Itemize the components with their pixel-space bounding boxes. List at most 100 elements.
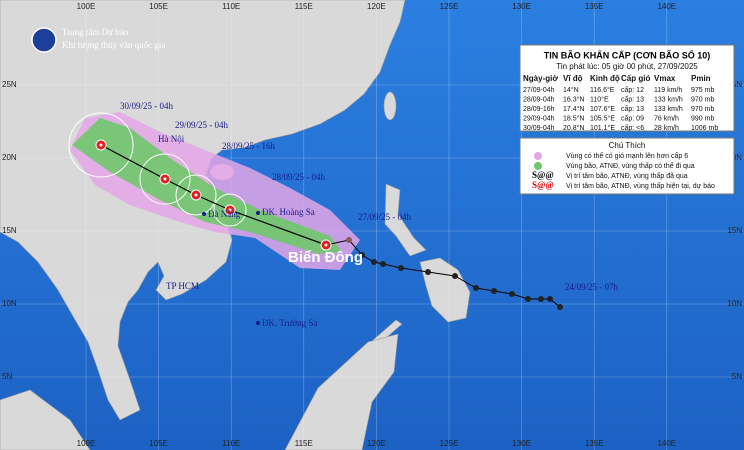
table-cell: 970 mb: [691, 106, 714, 113]
past-position: [491, 288, 497, 294]
lon-label: 125E: [440, 2, 459, 11]
org-name: Trung tâm Dự báo: [62, 27, 129, 37]
past-position: [346, 237, 352, 243]
legend-swatch: [534, 162, 542, 170]
past-position: [509, 291, 515, 297]
table-cell: 28 km/h: [654, 125, 679, 132]
forecast-eye: [163, 177, 167, 181]
bulletin-issued: Tin phát lúc: 05 giờ 00 phút, 27/09/2025: [556, 62, 698, 71]
lat-label: 20N: [727, 153, 742, 162]
forecast-eye: [194, 193, 198, 197]
lon-label: 140E: [657, 2, 676, 11]
table-header: Cấp gió: [621, 74, 650, 83]
table-cell: 14°N: [563, 86, 579, 94]
legend-item: Vị trí tâm bão, ATNĐ, vùng thấp đã qua: [566, 171, 688, 180]
past-position: [547, 296, 553, 302]
past-position: [557, 304, 563, 310]
track-label: 27/09/25 - 04h: [358, 212, 411, 222]
lat-label: 25N: [2, 80, 17, 89]
legend-box: [519, 137, 735, 195]
past-position: [538, 296, 544, 302]
lat-label: 15N: [2, 226, 17, 235]
table-cell: 27/09-04h: [523, 87, 555, 94]
table-cell: 76 km/h: [654, 115, 679, 122]
table-cell: cấp: 13: [621, 94, 644, 103]
table-cell: 119 km/h: [654, 87, 682, 94]
table-header: Vĩ độ: [563, 74, 583, 83]
legend-item: Vùng bão, ATNĐ, vùng thấp có thể đi qua: [566, 161, 695, 170]
past-positions: [346, 237, 563, 310]
table-cell: cấp: <6: [621, 123, 644, 132]
table-cell: 28/09-04h: [523, 96, 555, 103]
logo: [31, 27, 57, 53]
table-cell: 116.6°E: [590, 86, 615, 94]
bulletin-box: [519, 44, 735, 132]
table-cell: 133 km/h: [654, 106, 683, 113]
table-cell: 970 mb: [691, 96, 714, 103]
lon-label: 120E: [367, 439, 386, 448]
table-header: Ngày-giờ: [523, 74, 558, 83]
uncertainty-circles: [68, 112, 247, 227]
past-position: [452, 273, 458, 279]
past-position: [473, 285, 479, 291]
lon-label: 120E: [367, 2, 386, 11]
past-position: [380, 261, 386, 267]
track-label: 30/09/25 - 04h: [120, 101, 173, 111]
legend-item: Vị trí tâm bão, ATNĐ, vùng thấp hiện tại…: [566, 181, 715, 190]
lon-label: 100E: [77, 439, 96, 448]
legend-swatch: S@@: [532, 180, 554, 190]
legend-swatch: S@@: [532, 170, 554, 180]
table-cell: cấp: 09: [621, 113, 644, 122]
table-cell: 20.8°N: [563, 124, 584, 132]
table-cell: 1006 mb: [691, 125, 718, 132]
lat-label: 5N: [2, 372, 12, 381]
table-cell: 990 mb: [691, 115, 714, 122]
table-cell: cấp: 13: [621, 104, 644, 113]
storm-zone: [72, 118, 342, 254]
past-position: [425, 269, 431, 275]
forecast-eye: [99, 143, 103, 147]
lat-label: 20N: [2, 153, 17, 162]
forecast-eye: [228, 208, 232, 212]
lon-label: 115E: [295, 439, 313, 448]
track-label: 24/09/25 - 07h: [565, 282, 618, 292]
lon-label: 130E: [512, 2, 531, 11]
agency-name: Khí tượng thủy văn quốc gia: [62, 40, 165, 50]
lon-label: 130E: [512, 439, 531, 448]
place: Hà Nội: [158, 134, 185, 144]
table-cell: 18.5°N: [563, 114, 584, 122]
place-dot: [256, 321, 260, 325]
track-label: 29/09/25 - 04h: [175, 120, 228, 130]
place: Đà Nẵng: [208, 209, 241, 219]
lon-label: 105E: [149, 2, 168, 11]
table-cell: cấp: 12: [621, 85, 644, 94]
past-position: [398, 265, 404, 271]
table-header: Pmin: [691, 74, 711, 83]
lon-label: 135E: [585, 439, 604, 448]
lon-label: 135E: [585, 2, 604, 11]
table-cell: 16.3°N: [563, 95, 584, 103]
table-cell: 29/09-04h: [523, 115, 555, 122]
lat-label: 15N: [727, 226, 742, 235]
place: ĐK. Hoàng Sa: [262, 207, 315, 217]
lon-label: 140E: [657, 439, 676, 448]
legend-item: Vùng có thể có gió mạnh lên hơn cấp 6: [566, 151, 688, 160]
legend-title: Chú Thích: [609, 141, 646, 150]
table-header: Vmax: [654, 74, 676, 83]
forecast-positions: [95, 139, 332, 251]
table-cell: 107.6°E: [590, 105, 615, 113]
table-cell: 30/09-04h: [523, 125, 555, 132]
past-position: [359, 252, 365, 258]
place-dot: [202, 212, 206, 216]
past-position: [371, 259, 377, 265]
sea-name: Biển Đông: [288, 249, 363, 266]
place: TP HCM: [166, 281, 199, 291]
place-dot: [256, 211, 260, 215]
lon-label: 100E: [77, 2, 96, 11]
legend-swatch: [534, 152, 542, 160]
table-cell: 133 km/h: [654, 96, 683, 103]
lon-label: 110E: [222, 439, 240, 448]
lon-label: 115E: [295, 2, 313, 11]
lon-label: 125E: [440, 439, 459, 448]
